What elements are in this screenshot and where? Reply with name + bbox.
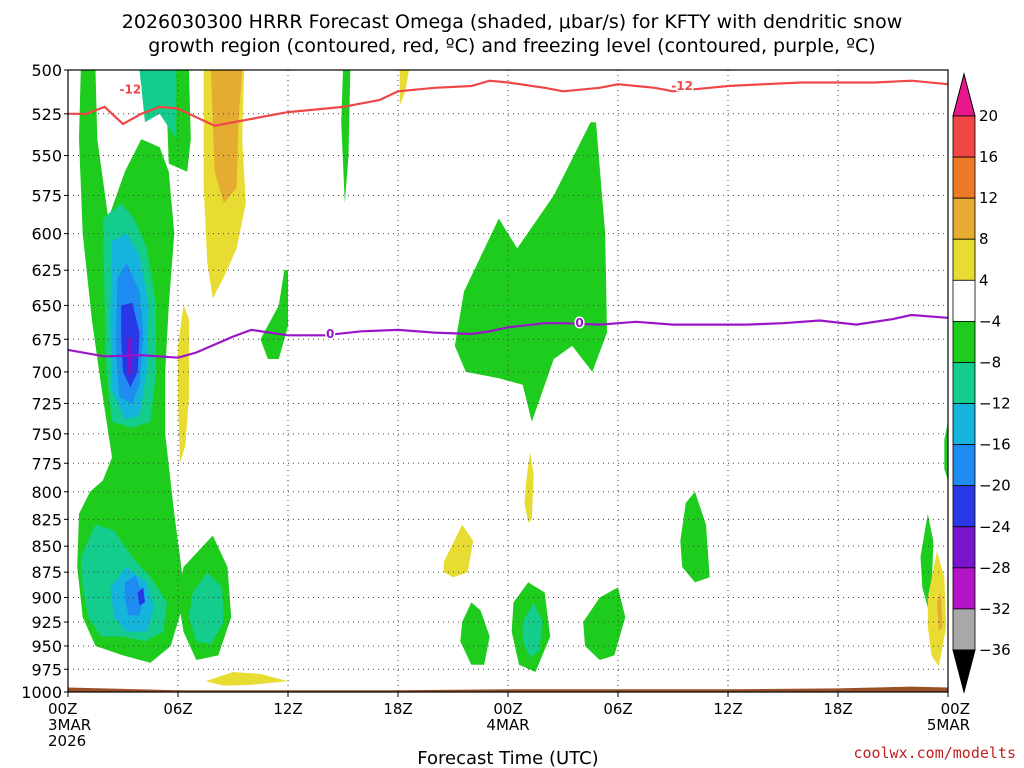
omega-shade-17 bbox=[522, 602, 543, 658]
colorbar-label-13: −32 bbox=[979, 600, 1011, 618]
omega-shade-16 bbox=[139, 70, 177, 140]
y-tick-label-950: 950 bbox=[31, 637, 62, 656]
omega-shade-15 bbox=[189, 572, 224, 645]
x-tick-label-h48-1: 00Z bbox=[941, 700, 970, 718]
x-tick-label-h0-1: 00Z bbox=[48, 700, 77, 718]
omega-shade-26 bbox=[211, 70, 243, 204]
contour--12 bbox=[68, 79, 948, 127]
colorbar-box-9 bbox=[952, 444, 976, 487]
y-tick-label-525: 525 bbox=[31, 105, 62, 124]
y-tick-label-975: 975 bbox=[31, 660, 62, 679]
y-tick-label-800: 800 bbox=[31, 483, 62, 502]
y-tick-label-575: 575 bbox=[31, 186, 62, 205]
x-tick-label-h30-1: 06Z bbox=[603, 700, 632, 718]
colorbar-label-7: −8 bbox=[979, 353, 1001, 371]
y-tick-label-600: 600 bbox=[31, 225, 62, 244]
colorbar-box-7 bbox=[952, 362, 976, 404]
colorbar-label-11: −24 bbox=[979, 518, 1011, 536]
x-tick-label-h24-2: 4MAR bbox=[486, 716, 529, 734]
colorbar-box-13 bbox=[952, 608, 976, 651]
colorbar-triangle-bottom bbox=[952, 649, 976, 694]
contour-label-0-1: 0 bbox=[326, 327, 334, 341]
y-tick-label-500: 500 bbox=[31, 61, 62, 80]
y-tick-label-825: 825 bbox=[31, 510, 62, 529]
y-tick-label-700: 700 bbox=[31, 363, 62, 382]
colorbar-label-2: 16 bbox=[979, 148, 998, 166]
plot-contents: -12 -12 0 0 bbox=[68, 70, 948, 692]
omega-shade-10 bbox=[680, 491, 710, 583]
omega-shade-6 bbox=[454, 122, 607, 422]
contour-label--12-1: -12 bbox=[119, 83, 141, 97]
x-tick-label-h6-1: 06Z bbox=[163, 700, 192, 718]
x-axis-label: Forecast Time (UTC) bbox=[417, 748, 598, 768]
omega-shade-31 bbox=[205, 672, 288, 686]
x-tick-label-h0-3: 2026 bbox=[48, 732, 86, 750]
x-tick-label-h36-1: 12Z bbox=[713, 700, 742, 718]
colorbar-label-6: −4 bbox=[979, 312, 1001, 330]
colorbar-box-4 bbox=[952, 238, 976, 281]
y-tick-label-725: 725 bbox=[31, 394, 62, 413]
colorbar-label-3: 12 bbox=[979, 189, 998, 207]
colorbar-box-12 bbox=[952, 567, 976, 610]
omega-shade-32 bbox=[927, 551, 947, 667]
omega-shade-23 bbox=[137, 587, 145, 606]
y-tick-label-850: 850 bbox=[31, 537, 62, 556]
omega-shade-4 bbox=[260, 270, 288, 359]
colorbar-box-5 bbox=[952, 279, 976, 322]
omega-shade-7 bbox=[460, 602, 490, 665]
contour-label-0-2: 0 bbox=[575, 316, 583, 330]
omega-shade-5 bbox=[341, 70, 351, 204]
colorbar-label-1: 20 bbox=[979, 107, 998, 125]
omega-shade-30 bbox=[524, 451, 534, 523]
y-tick-label-675: 675 bbox=[31, 330, 62, 349]
colorbar-label-8: −12 bbox=[979, 395, 1011, 413]
omega-shade-27 bbox=[178, 305, 189, 464]
omega-shade-9 bbox=[583, 587, 626, 660]
colorbar-label-5: 4 bbox=[979, 271, 989, 289]
y-tick-label-750: 750 bbox=[31, 425, 62, 444]
colorbar-box-10 bbox=[952, 485, 976, 528]
x-tick-label-h48-2: 5MAR bbox=[927, 716, 970, 734]
colorbar-box-1 bbox=[952, 115, 976, 158]
chart-title-line-2: growth region (contoured, red, ºC) and f… bbox=[148, 35, 875, 57]
colorbar-box-3 bbox=[952, 197, 976, 240]
omega-shade-28 bbox=[399, 70, 409, 106]
y-tick-label-625: 625 bbox=[31, 261, 62, 280]
plot-area: -12 -12 0 0 bbox=[68, 70, 948, 692]
colorbar-box-2 bbox=[952, 156, 976, 199]
y-tick-label-775: 775 bbox=[31, 454, 62, 473]
axes: 500 525 550 575 600 625 650 675 700 725 750 775 800 8… bbox=[21, 61, 970, 750]
omega-shade-21 bbox=[124, 575, 144, 616]
chart-title-line-1: 2026030300 HRRR Forecast Omega (shaded, … bbox=[122, 11, 903, 33]
colorbar-box-6 bbox=[952, 320, 976, 363]
x-tick-label-h18-1: 18Z bbox=[383, 700, 412, 718]
contour-label--12-2: -12 bbox=[671, 79, 693, 93]
x-tick-label-h42-1: 18Z bbox=[823, 700, 852, 718]
colorbar: 20 16 12 8 4 −4 −8 −12 −16 −20 −24 −28 −32 −36 bbox=[952, 72, 1011, 694]
y-tick-label-925: 925 bbox=[31, 613, 62, 632]
colorbar-label-9: −16 bbox=[979, 436, 1011, 454]
y-tick-label-875: 875 bbox=[31, 563, 62, 582]
colorbar-label-14: −36 bbox=[979, 641, 1011, 659]
colorbar-triangle-top bbox=[952, 72, 976, 117]
colorbar-box-11 bbox=[952, 526, 976, 569]
x-tick-label-h24-1: 00Z bbox=[493, 700, 522, 718]
contour-0 bbox=[68, 313, 948, 359]
y-tick-label-550: 550 bbox=[31, 147, 62, 166]
y-tick-label-900: 900 bbox=[31, 588, 62, 607]
omega-shade-29 bbox=[443, 524, 474, 578]
y-tick-label-1000: 1000 bbox=[21, 683, 62, 702]
x-tick-label-h0-2: 3MAR bbox=[48, 716, 91, 734]
colorbar-label-10: −20 bbox=[979, 477, 1011, 495]
x-tick-label-h12-1: 12Z bbox=[273, 700, 302, 718]
colorbar-box-8 bbox=[952, 403, 976, 446]
omega-shade-12 bbox=[944, 421, 948, 481]
colorbar-label-12: −28 bbox=[979, 559, 1011, 577]
y-tick-label-650: 650 bbox=[31, 296, 62, 315]
omega-shade-11 bbox=[920, 513, 934, 608]
colorbar-label-4: 8 bbox=[979, 230, 989, 248]
credit-text: coolwx.com/modelts bbox=[853, 744, 1016, 762]
